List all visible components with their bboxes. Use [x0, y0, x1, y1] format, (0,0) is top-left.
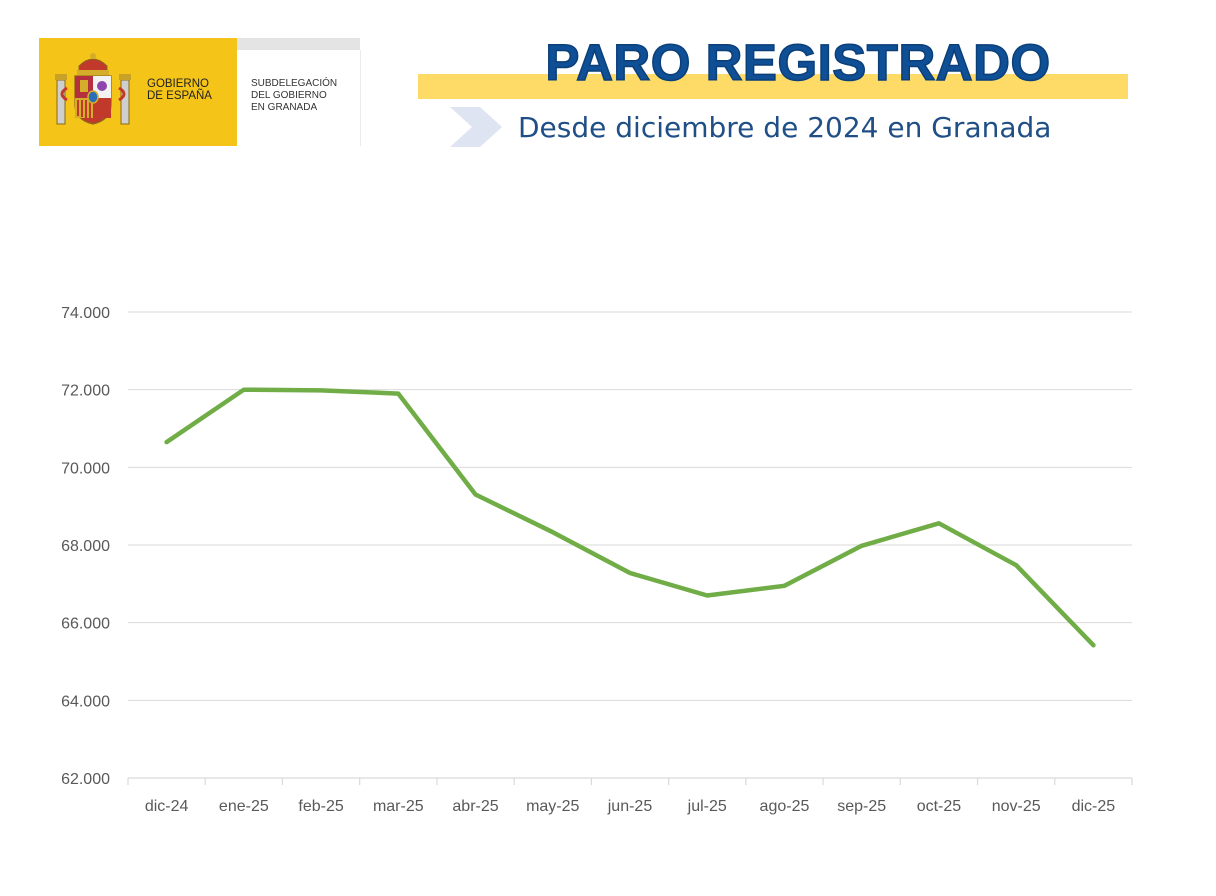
y-tick-label: 62.000: [61, 771, 110, 788]
subdelegation-line-1: SUBDELEGACIÓN: [251, 78, 338, 89]
data-point: [164, 440, 169, 445]
subdelegation-line-3: EN GRANADA: [251, 102, 318, 113]
x-tick-label: jun-25: [607, 798, 653, 815]
data-point: [319, 388, 324, 393]
subdelegation-name: SUBDELEGACIÓN DEL GOBIERNO EN GRANADA: [251, 78, 361, 114]
title-highlight-band: [418, 74, 1128, 99]
y-tick-label: 64.000: [61, 693, 110, 710]
x-tick-label: ene-25: [219, 798, 269, 815]
x-tick-label: ago-25: [760, 798, 810, 815]
government-name: GOBIERNO DE ESPAÑA: [147, 78, 233, 102]
data-point: [241, 387, 246, 392]
y-axis-tick-labels: 62.000 64.000 66.000 68.000 70.000 72.000 74.0…: [61, 305, 110, 788]
government-line-1: GOBIERNO: [147, 78, 209, 90]
grid-lines: [128, 311, 1132, 701]
x-tick-label: jul-25: [687, 798, 727, 815]
series-line: [164, 387, 1096, 648]
x-tick-label: sep-25: [837, 798, 886, 815]
y-tick-label: 68.000: [61, 538, 110, 555]
government-logo-block: GOBIERNO DE ESPAÑA SUBDELEGACIÓN DEL GOB…: [39, 38, 361, 146]
x-tick-label: dic-24: [145, 798, 189, 815]
x-axis: [127, 777, 1133, 785]
series-layer: [164, 387, 1096, 648]
x-tick-label: mar-25: [373, 798, 424, 815]
data-point: [396, 391, 401, 396]
x-tick-label: oct-25: [917, 798, 962, 815]
x-tick-label: feb-25: [298, 798, 343, 815]
x-tick-label: abr-25: [452, 798, 498, 815]
page-subtitle: Desde diciembre de 2024 en Granada: [518, 111, 1052, 144]
data-point: [628, 570, 632, 575]
y-tick-label: 66.000: [61, 616, 110, 633]
subdelegation-line-2: DEL GOBIERNO: [251, 90, 327, 101]
data-point: [473, 492, 478, 497]
y-tick-label: 70.000: [61, 460, 110, 477]
logo-white-panel: [237, 50, 361, 146]
page-title: PARO REGISTRADO: [545, 33, 1051, 92]
data-point: [936, 521, 941, 526]
data-point: [705, 593, 710, 598]
coat-of-arms-icon: [55, 53, 131, 125]
x-tick-label: nov-25: [992, 798, 1041, 815]
data-point: [859, 543, 864, 548]
data-point: [1091, 643, 1096, 648]
x-axis-tick-labels: dic-24 ene-25 feb-25 mar-25 abr-25 may-25 jun-…: [145, 798, 1115, 815]
x-tick-label: may-25: [526, 798, 579, 815]
logo-gray-bar: [237, 38, 360, 50]
data-point: [1014, 563, 1019, 568]
government-line-2: DE ESPAÑA: [147, 90, 212, 102]
data-point: [782, 583, 787, 588]
x-tick-label: dic-25: [1072, 798, 1116, 815]
chevron-right-icon: [450, 107, 502, 147]
logo-yellow-panel: [39, 38, 237, 146]
data-point: [550, 530, 555, 535]
y-tick-label: 72.000: [61, 383, 110, 400]
y-tick-label: 74.000: [61, 305, 110, 322]
